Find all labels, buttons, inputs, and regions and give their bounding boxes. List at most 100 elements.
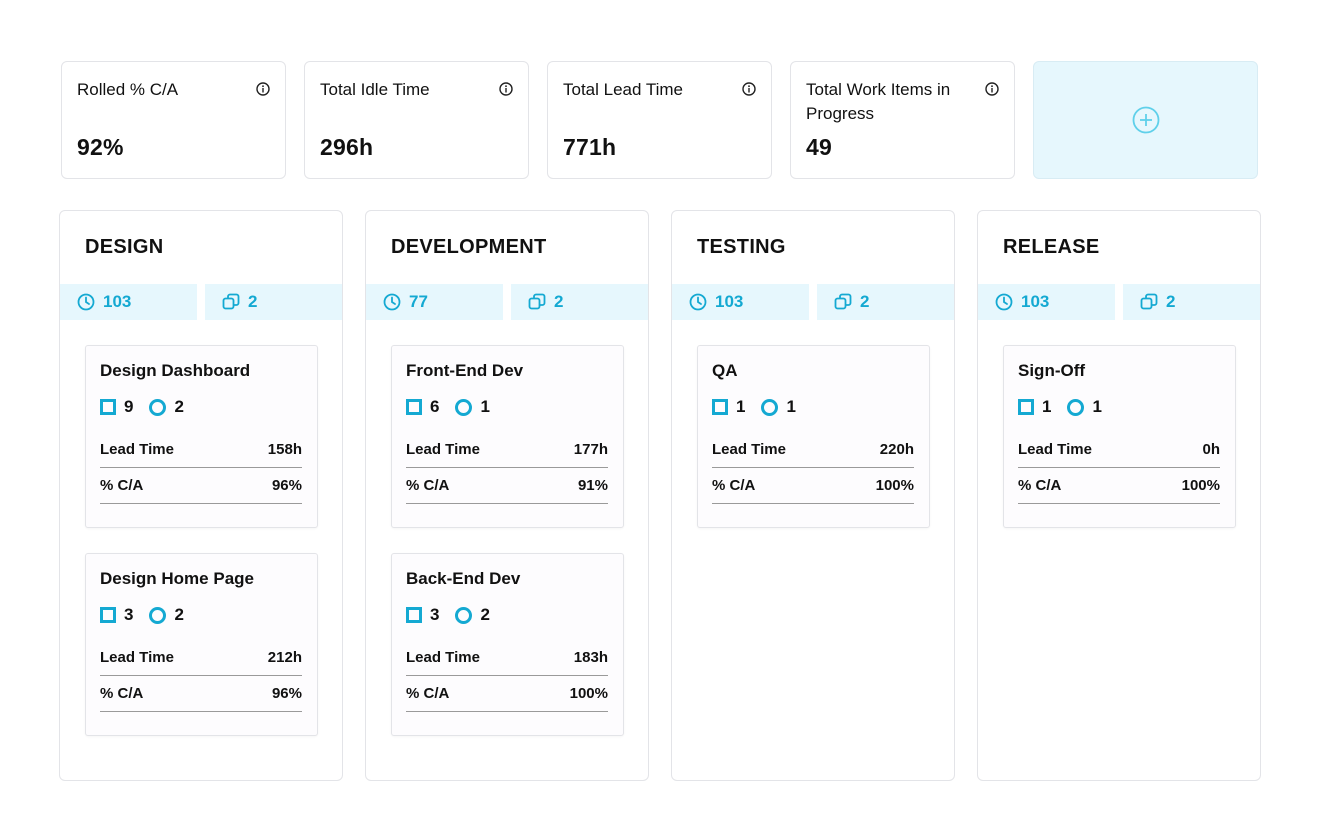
work-card-front-end-dev[interactable]: Front-End Dev 6 1 Lead Time 177h % C/A 9… xyxy=(391,345,624,528)
copy-icon xyxy=(222,293,240,310)
metric-value: 49 xyxy=(806,134,832,160)
square-count: 3 xyxy=(430,605,440,624)
card-title: QA xyxy=(712,361,738,380)
square-icon xyxy=(406,399,422,415)
copy-icon xyxy=(528,293,546,310)
ca-label: % C/A xyxy=(406,477,450,494)
add-metric-button[interactable] xyxy=(1033,61,1258,179)
ca-value: 96% xyxy=(271,685,302,702)
items-stat-value: 2 xyxy=(248,292,258,311)
items-stat: 2 xyxy=(205,284,342,320)
info-icon[interactable] xyxy=(742,82,756,96)
stage-columns: DESIGN 103 2 Design Dashboard 9 2 xyxy=(59,210,1261,781)
work-card-back-end-dev[interactable]: Back-End Dev 3 2 Lead Time 183h % C/A 10… xyxy=(391,553,624,736)
ca-row: % C/A 100% xyxy=(712,468,914,504)
metric-title: Total Lead Time xyxy=(563,80,684,99)
lead-time-value: 183h xyxy=(573,649,608,666)
card-list: QA 1 1 Lead Time 220h % C/A 100% xyxy=(697,345,930,553)
ca-label: % C/A xyxy=(100,685,144,702)
lead-time-row: Lead Time 158h xyxy=(100,432,302,468)
card-title: Front-End Dev xyxy=(406,361,524,380)
items-stat-value: 2 xyxy=(1166,292,1176,311)
card-counts: 1 1 xyxy=(1018,397,1220,417)
lead-time-label: Lead Time xyxy=(100,441,174,458)
card-list: Sign-Off 1 1 Lead Time 0h % C/A 100% xyxy=(1003,345,1236,553)
column-testing: TESTING 103 2 QA 1 1 Lead Tim xyxy=(671,210,955,781)
column-stats: 77 2 xyxy=(366,284,648,320)
items-stat: 2 xyxy=(1123,284,1260,320)
column-design: DESIGN 103 2 Design Dashboard 9 2 xyxy=(59,210,343,781)
ca-label: % C/A xyxy=(406,685,450,702)
column-stats: 103 2 xyxy=(978,284,1260,320)
lead-time-label: Lead Time xyxy=(712,441,786,458)
circle-icon xyxy=(455,398,473,416)
lead-time-row: Lead Time 220h xyxy=(712,432,914,468)
time-stat-value: 103 xyxy=(1021,292,1050,311)
ca-value: 100% xyxy=(1181,477,1220,494)
card-title: Sign-Off xyxy=(1018,361,1086,380)
metric-value: 92% xyxy=(77,134,124,160)
circle-icon xyxy=(455,606,473,624)
card-list: Design Dashboard 9 2 Lead Time 158h % C/… xyxy=(85,345,318,761)
square-count: 6 xyxy=(430,397,440,416)
time-stat-value: 103 xyxy=(715,292,744,311)
ca-row: % C/A 91% xyxy=(406,468,608,504)
copy-icon xyxy=(1140,293,1158,310)
work-card-design-home-page[interactable]: Design Home Page 3 2 Lead Time 212h % C/… xyxy=(85,553,318,736)
ca-value: 96% xyxy=(271,477,302,494)
ca-row: % C/A 100% xyxy=(1018,468,1220,504)
clock-icon xyxy=(689,293,707,311)
ca-row: % C/A 100% xyxy=(406,676,608,712)
lead-time-label: Lead Time xyxy=(100,649,174,666)
info-icon[interactable] xyxy=(499,82,513,96)
circle-count: 1 xyxy=(1092,397,1102,416)
card-counts: 1 1 xyxy=(712,397,914,417)
time-stat-value: 103 xyxy=(103,292,132,311)
circle-icon xyxy=(149,398,167,416)
clock-icon xyxy=(995,293,1013,311)
copy-icon xyxy=(834,293,852,310)
metric-card-idle-time: Total Idle Time 296h xyxy=(304,61,529,179)
card-list: Front-End Dev 6 1 Lead Time 177h % C/A 9… xyxy=(391,345,624,761)
time-stat: 103 xyxy=(60,284,197,320)
circle-count: 1 xyxy=(786,397,796,416)
metric-title: Total Work Items in Progress xyxy=(806,80,951,123)
metric-title: Rolled % C/A xyxy=(77,80,179,99)
info-icon[interactable] xyxy=(256,82,270,96)
lead-time-value: 158h xyxy=(267,441,302,458)
clock-icon xyxy=(383,293,401,311)
column-title: DESIGN xyxy=(85,236,164,258)
square-icon xyxy=(712,399,728,415)
items-stat: 2 xyxy=(511,284,648,320)
ca-row: % C/A 96% xyxy=(100,676,302,712)
square-count: 1 xyxy=(1042,397,1052,416)
lead-time-row: Lead Time 212h xyxy=(100,640,302,676)
column-title: RELEASE xyxy=(1003,236,1100,258)
square-count: 3 xyxy=(124,605,134,624)
square-icon xyxy=(100,399,116,415)
clock-icon xyxy=(77,293,95,311)
circle-count: 2 xyxy=(174,397,184,416)
time-stat: 103 xyxy=(978,284,1115,320)
ca-row: % C/A 96% xyxy=(100,468,302,504)
circle-count: 1 xyxy=(480,397,490,416)
time-stat: 103 xyxy=(672,284,809,320)
ca-label: % C/A xyxy=(100,477,144,494)
work-card-sign-off[interactable]: Sign-Off 1 1 Lead Time 0h % C/A 100% xyxy=(1003,345,1236,528)
card-title: Design Dashboard xyxy=(100,361,251,380)
info-icon[interactable] xyxy=(985,82,999,96)
work-card-qa[interactable]: QA 1 1 Lead Time 220h % C/A 100% xyxy=(697,345,930,528)
work-card-design-dashboard[interactable]: Design Dashboard 9 2 Lead Time 158h % C/… xyxy=(85,345,318,528)
time-stat: 77 xyxy=(366,284,503,320)
ca-value: 91% xyxy=(577,477,608,494)
items-stat: 2 xyxy=(817,284,954,320)
circle-count: 2 xyxy=(480,605,490,624)
metric-title: Total Idle Time xyxy=(320,80,430,99)
column-stats: 103 2 xyxy=(60,284,342,320)
lead-time-value: 0h xyxy=(1202,441,1220,458)
column-stats: 103 2 xyxy=(672,284,954,320)
metric-value: 771h xyxy=(563,134,617,160)
metrics-row: Rolled % C/A 92% Total Idle Time 296h To… xyxy=(61,61,1258,179)
metric-card-rolled-ca: Rolled % C/A 92% xyxy=(61,61,286,179)
card-counts: 9 2 xyxy=(100,397,302,417)
